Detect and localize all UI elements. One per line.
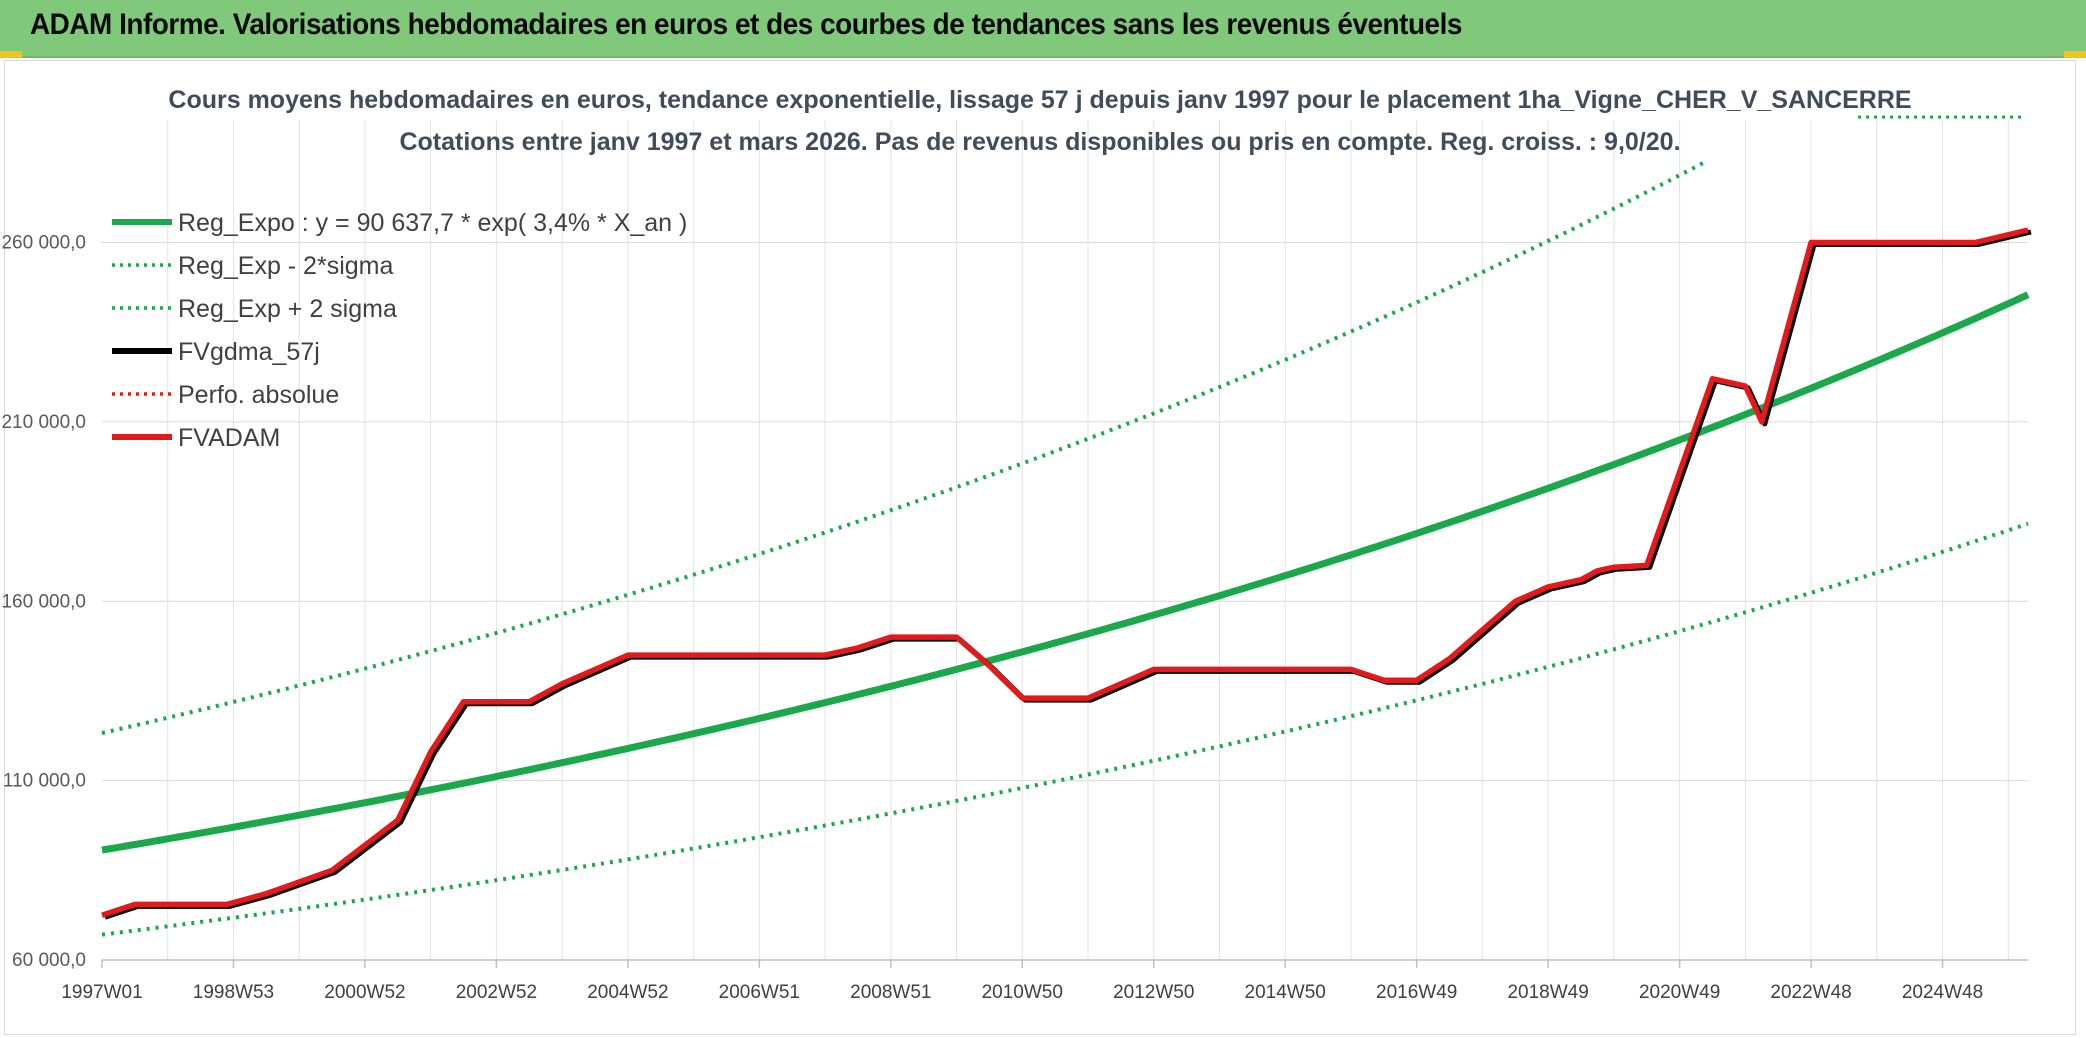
legend-label: FVADAM [178,424,280,452]
x-tick-label: 2016W49 [1376,982,1457,1003]
chart-title-line1: Cours moyens hebdomadaires en euros, ten… [168,86,1911,114]
chart-frame [4,60,2076,1035]
legend: Reg_Expo : y = 90 637,7 * exp( 3,4% * X_… [112,209,687,452]
x-tick-label: 2002W52 [456,982,537,1003]
y-tick-label: 160 000,0 [1,591,86,612]
series-fvadam [101,227,2029,918]
series-lines [101,159,2032,937]
x-tick-label: 2022W48 [1770,982,1851,1003]
corner-accent-right [2064,51,2086,58]
report-title: ADAM Informe. Valorisations hebdomadaire… [30,8,1462,41]
y-tick-label: 110 000,0 [3,771,86,792]
x-tick-label: 2008W51 [850,982,931,1003]
y-tick-label: 210 000,0 [1,412,86,433]
series-reg-lower [101,521,2029,937]
x-tick-label: 2012W50 [1113,982,1194,1003]
y-tick-label: 260 000,0 [1,233,86,254]
x-tick-label: 1997W01 [61,982,142,1003]
legend-label: Reg_Exp + 2 sigma [178,295,397,323]
corner-accent-left [0,51,22,58]
legend-label: FVgdma_57j [178,338,320,366]
series-fvgdma [104,229,2032,920]
x-tick-label: 2004W52 [587,982,668,1003]
x-tick-label: 2010W50 [982,982,1063,1003]
x-tick-label: 2024W48 [1902,982,1983,1003]
x-tick-label: 1998W53 [193,982,274,1003]
legend-label: Reg_Exp - 2*sigma [178,252,393,280]
x-tick-label: 2020W49 [1639,982,1720,1003]
y-tick-label: 60 000,0 [12,950,86,971]
x-tick-label: 2018W49 [1507,982,1588,1003]
axes: 60 000,0 110 000,0 160 000,0 210 000,0 260 0… [1,233,2028,1003]
x-tick-label: 2006W51 [719,982,800,1003]
legend-label: Reg_Expo : y = 90 637,7 * exp( 3,4% * X_… [178,209,687,237]
grid-lines [102,120,2028,961]
x-tick-label: 2014W50 [1245,982,1326,1003]
report-header: ADAM Informe. Valorisations hebdomadaire… [0,0,2086,58]
x-tick-label: 2000W52 [324,982,405,1003]
chart-title-line2: Cotations entre janv 1997 et mars 2026. … [399,128,1680,156]
legend-label: Perfo. absolue [178,381,339,409]
series-reg-expo [101,291,2030,854]
